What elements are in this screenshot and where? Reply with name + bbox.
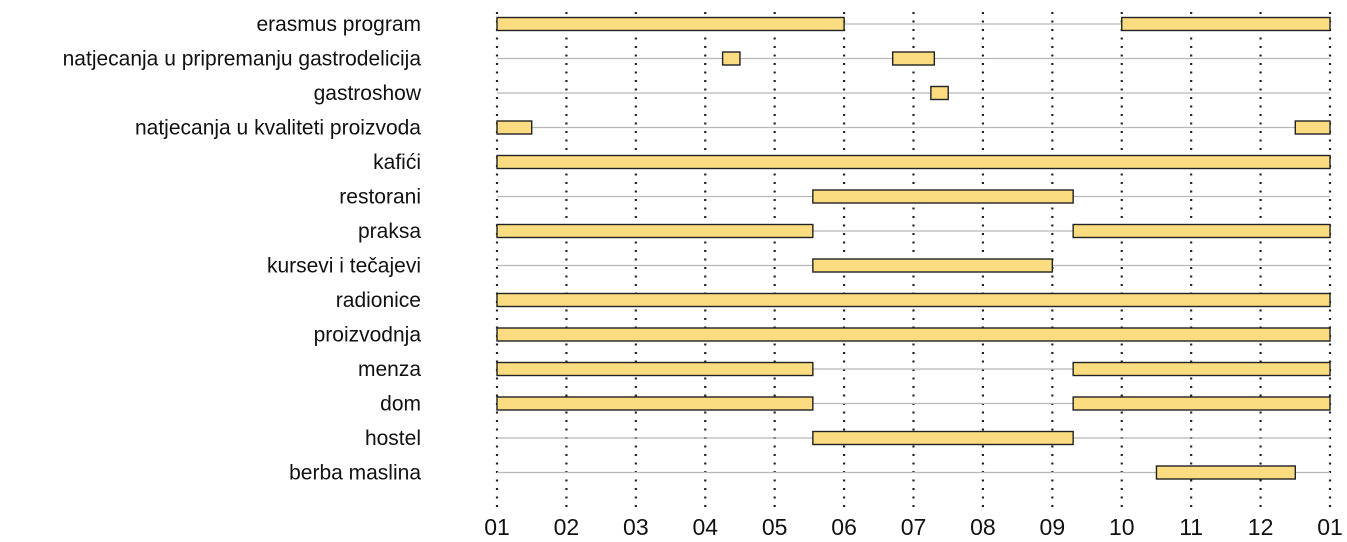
x-tick-labels: 01 02 03 04 05 06 07 08 09 10 11 12 01 — [484, 514, 1343, 540]
x-tick-label: 01 — [484, 514, 510, 540]
gantt-bar — [496, 16, 845, 32]
gantt-bar — [496, 396, 814, 411]
row-labels: erasmus program natjecanja u pripremanju … — [63, 13, 422, 485]
x-tick-label: 05 — [762, 514, 788, 540]
row-label: natjecanja u pripremanju gastrodelicija — [63, 48, 422, 71]
row-label: hostel — [365, 427, 421, 450]
gantt-bar — [496, 327, 1331, 342]
x-tick-label: 10 — [1109, 514, 1135, 540]
bars — [496, 16, 1331, 480]
gantt-bar — [496, 361, 814, 377]
row-label: berba maslina — [289, 462, 421, 485]
gantt-bar — [930, 85, 949, 101]
x-tick-label: 03 — [623, 514, 649, 540]
gantt-bar — [721, 51, 741, 66]
row-label: menza — [358, 358, 421, 381]
row-label: kafići — [373, 151, 421, 174]
gantt-bar — [1072, 396, 1331, 411]
gantt-bar — [812, 258, 1054, 273]
row-label: proizvodnja — [314, 324, 422, 347]
row-label: restorani — [339, 186, 421, 209]
x-tick-label: 09 — [1040, 514, 1066, 540]
gantt-bar — [891, 51, 936, 66]
x-tick-label: 11 — [1179, 514, 1203, 540]
x-tick-label: 07 — [901, 514, 927, 540]
row-label: dom — [380, 393, 421, 416]
gantt-bar — [496, 223, 814, 239]
row-label: erasmus program — [256, 13, 421, 36]
x-tick-label: 08 — [970, 514, 996, 540]
row-label: radionice — [336, 289, 421, 312]
x-tick-label: 01 — [1317, 514, 1343, 540]
gantt-bar — [496, 292, 1331, 308]
x-tick-label: 06 — [831, 514, 857, 540]
x-tick-label: 02 — [554, 514, 580, 540]
gantt-bar — [1121, 16, 1331, 32]
gantt-bar — [496, 120, 533, 135]
gantt-bar — [1072, 223, 1331, 239]
gantt-bar — [812, 189, 1074, 204]
row-label: gastroshow — [314, 82, 422, 105]
row-label: kursevi i tečajevi — [267, 255, 421, 278]
gantt-bar — [1072, 361, 1331, 377]
gantt-bar — [1294, 120, 1331, 135]
row-label: natjecanja u kvaliteti proizvoda — [135, 117, 421, 140]
gantt-bar — [1155, 465, 1296, 480]
row-label: praksa — [358, 220, 421, 243]
gantt-bar — [496, 154, 1331, 170]
gantt-bar — [812, 430, 1074, 446]
x-tick-label: 12 — [1248, 514, 1274, 540]
x-tick-label: 04 — [692, 514, 718, 540]
